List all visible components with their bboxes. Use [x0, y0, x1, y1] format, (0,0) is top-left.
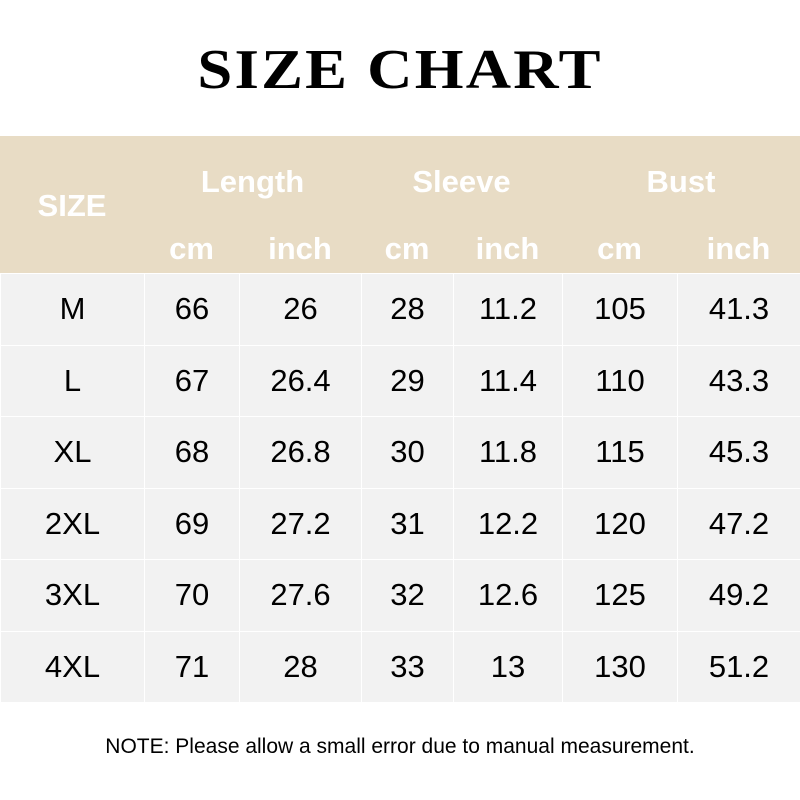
measurement-cell: 47.2 [677, 487, 800, 560]
size-cell: M [0, 273, 145, 346]
measurement-cell: 27.6 [239, 559, 362, 632]
unit-header: cm [597, 231, 642, 266]
unit-header: inch [706, 231, 771, 266]
measurement-cell: 11.4 [453, 344, 563, 417]
measurement-cell: 110 [562, 344, 678, 417]
measurement-cell: 26 [239, 273, 362, 346]
table-row: 4XL 71 28 33 13 130 51.2 [0, 630, 800, 703]
unit-header: cm [169, 231, 214, 266]
measurement-cell: 11.2 [453, 273, 563, 346]
size-cell: 2XL [0, 487, 145, 560]
page-title: SIZE CHART [197, 39, 603, 101]
measurement-cell: 67 [144, 344, 240, 417]
measurement-cell: 71 [144, 630, 240, 703]
table-row: 2XL 69 27.2 31 12.2 120 47.2 [0, 487, 800, 560]
note-text: NOTE: Please allow a small error due to … [105, 735, 695, 758]
measurement-cell: 130 [562, 630, 678, 703]
bust-group-header: Bust [646, 164, 716, 199]
table-row: L 67 26.4 29 11.4 110 43.3 [0, 344, 800, 417]
measurement-cell: 32 [361, 559, 454, 632]
size-cell: XL [0, 416, 145, 489]
measurement-cell: 29 [361, 344, 454, 417]
measurement-cell: 12.6 [453, 559, 563, 632]
measurement-cell: 43.3 [677, 344, 800, 417]
measurement-cell: 33 [361, 630, 454, 703]
measurement-cell: 11.8 [453, 416, 563, 489]
measurement-cell: 13 [453, 630, 563, 703]
measurement-cell: 45.3 [677, 416, 800, 489]
sleeve-group-header: Sleeve [412, 164, 511, 199]
measurement-cell: 28 [239, 630, 362, 703]
measurement-cell: 70 [144, 559, 240, 632]
size-cell: 4XL [0, 630, 145, 703]
measurement-cell: 30 [361, 416, 454, 489]
table-row: 3XL 70 27.6 32 12.6 125 49.2 [0, 559, 800, 632]
measurement-cell: 12.2 [453, 487, 563, 560]
measurement-cell: 115 [562, 416, 678, 489]
measurement-cell: 26.8 [239, 416, 362, 489]
measurement-cell: 125 [562, 559, 678, 632]
measurement-cell: 69 [144, 487, 240, 560]
size-column-header: SIZE [37, 188, 107, 223]
table-header: SIZE Length Sleeve Bust cm inch cm inch … [0, 136, 800, 273]
measurement-cell: 31 [361, 487, 454, 560]
measurement-cell: 66 [144, 273, 240, 346]
unit-header: inch [475, 231, 540, 266]
table-row: M 66 26 28 11.2 105 41.3 [0, 273, 800, 346]
measurement-cell: 28 [361, 273, 454, 346]
measurement-cell: 105 [562, 273, 678, 346]
table-row: XL 68 26.8 30 11.8 115 45.3 [0, 416, 800, 489]
measurement-cell: 49.2 [677, 559, 800, 632]
measurement-cell: 26.4 [239, 344, 362, 417]
measurement-cell: 27.2 [239, 487, 362, 560]
unit-header: cm [384, 231, 430, 266]
size-cell: 3XL [0, 559, 145, 632]
length-group-header: Length [200, 164, 305, 199]
size-cell: L [0, 344, 145, 417]
measurement-cell: 68 [144, 416, 240, 489]
measurement-cell: 41.3 [677, 273, 800, 346]
measurement-cell: 51.2 [677, 630, 800, 703]
unit-header: inch [268, 231, 332, 266]
measurement-cell: 120 [562, 487, 678, 560]
size-table: M 66 26 28 11.2 105 41.3 L 67 26.4 29 11.4 110 43.3 XL… [0, 273, 800, 703]
